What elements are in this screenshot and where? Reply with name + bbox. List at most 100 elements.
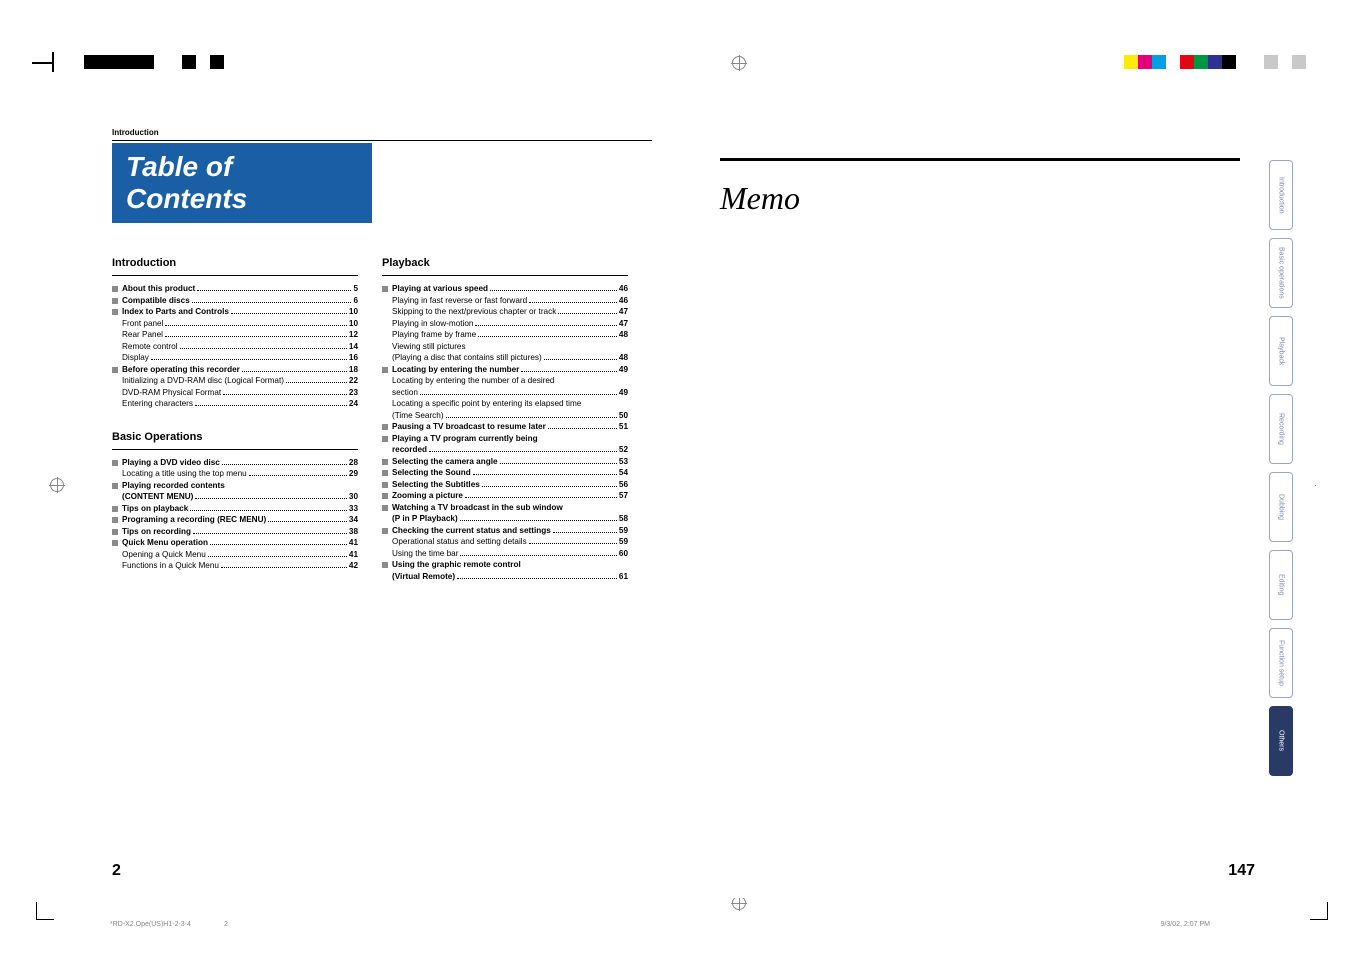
toc-page: 14 [349,342,358,351]
toc-label: Locating by entering the number [392,365,519,374]
toc-page: 5 [353,284,358,293]
toc-label: Playing in slow-motion [392,319,473,328]
toc-label: Locating by entering the number of a des… [392,376,555,385]
toc-line: Playing a TV program currently being [382,434,628,443]
toc-label: Playing a DVD video disc [122,458,220,467]
registration-mark [50,478,64,492]
toc-label: Playing frame by frame [392,330,476,339]
toc-line: DVD-RAM Physical Format 23 [112,388,358,397]
toc-label: Remote control [122,342,178,351]
divider [112,449,358,450]
side-tab: Basic operations [1269,238,1293,308]
toc-list: About this product5Compatible discs6Inde… [112,284,358,408]
toc-label: Locating a specific point by entering it… [392,399,581,408]
footer-page: 2 [224,921,228,928]
side-tab-label: Introduction [1278,177,1285,214]
bullet-icon [112,517,118,523]
toc-label: Pausing a TV broadcast to resume later [392,422,546,431]
toc-line: (CONTENT MENU)30 [112,492,358,501]
toc-line: section49 [382,388,628,397]
toc-line: Entering characters24 [112,399,358,408]
side-tab-label: Dubbing [1278,494,1285,520]
toc-line: Remote control 14 [112,342,358,351]
footer-file-info: *RD-X2.Ope(US)H1-2-3-4 2 [110,921,228,928]
bullet-icon [112,529,118,535]
side-tab-label: Playback [1278,337,1285,365]
toc-line: Rear Panel12 [112,330,358,339]
toc-label: Functions in a Quick Menu [122,561,219,570]
toc-line: (Time Search)50 [382,411,628,420]
toc-page: 22 [349,376,358,385]
toc-label: Selecting the Sound [392,468,471,477]
toc-label: Zooming a picture [392,491,463,500]
toc-page: 57 [619,491,628,500]
toc-line: (Playing a disc that contains still pict… [382,353,628,362]
toc-label: Playing a TV program currently being [392,434,538,443]
side-tab-label: Function setup [1278,640,1285,686]
toc-label: DVD-RAM Physical Format [122,388,221,397]
bullet-icon [382,493,388,499]
toc-page: 41 [349,538,358,547]
toc-page: 23 [349,388,358,397]
toc-label: Quick Menu operation [122,538,208,547]
toc-label: Tips on recording [122,527,191,536]
toc-line: Selecting the camera angle 53 [382,457,628,466]
side-tab-label: Others [1278,730,1285,751]
toc-page: 46 [619,296,628,305]
toc-line: Skipping to the next/previous chapter or… [382,307,628,316]
page-right: Memo IntroductionBasic operationsPlaybac… [720,88,1315,898]
toc-line: Viewing still pictures [382,342,628,351]
toc-label: Checking the current status and settings [392,526,551,535]
bullet-icon [382,367,388,373]
toc-line: Playing in slow-motion 47 [382,319,628,328]
toc-line: Locating by entering the number49 [382,365,628,374]
toc-line: Front panel10 [112,319,358,328]
bullet-icon [112,286,118,292]
side-tab: Others [1269,706,1293,776]
toc-label: (P in P Playback) [392,514,458,523]
toc-label: Skipping to the next/previous chapter or… [392,307,556,316]
bullet-icon [112,506,118,512]
toc-label: recorded [392,445,427,454]
toc-line: Before operating this recorder18 [112,365,358,374]
crop-mark [36,900,56,920]
toc-list: Playing a DVD video disc28Locating a tit… [112,458,358,571]
toc-page: 56 [619,480,628,489]
toc-label: Playing in fast reverse or fast forward [392,296,527,305]
toc-line: Initializing a DVD-RAM disc (Logical For… [112,376,358,385]
toc-line: Locating by entering the number of a des… [382,376,628,385]
toc-page: 61 [619,572,628,581]
toc-page: 38 [349,527,358,536]
toc-heading: Introduction [112,257,358,269]
toc-page: 34 [349,515,358,524]
toc-line: Operational status and setting details59 [382,537,628,546]
toc-page: 53 [619,457,628,466]
toc-label: Selecting the camera angle [392,457,498,466]
bullet-icon [382,562,388,568]
toc-page: 47 [619,319,628,328]
bullet-icon [112,460,118,466]
toc-columns: Introduction About this product5Compatib… [112,257,680,583]
side-tab: Playback [1269,316,1293,386]
bullet-icon [382,528,388,534]
toc-line: Quick Menu operation 41 [112,538,358,547]
toc-line: Playing frame by frame48 [382,330,628,339]
toc-page: 6 [353,296,358,305]
side-tab: Editing [1269,550,1293,620]
toc-page: 54 [619,468,628,477]
toc-page: 47 [619,307,628,316]
divider [720,158,1240,161]
toc-line: Pausing a TV broadcast to resume later51 [382,422,628,431]
toc-page: 42 [349,561,358,570]
toc-list: Playing at various speed46Playing in fas… [382,284,628,581]
toc-line: Compatible discs6 [112,296,358,305]
toc-line: Index to Parts and Controls10 [112,307,358,316]
toc-label: Index to Parts and Controls [122,307,229,316]
toc-line: Programing a recording (REC MENU)34 [112,515,358,524]
toc-label: Operational status and setting details [392,537,527,546]
toc-line: Using the time bar60 [382,549,628,558]
bullet-icon [382,424,388,430]
toc-line: Functions in a Quick Menu 42 [112,561,358,570]
toc-page: 48 [619,353,628,362]
toc-page: 46 [619,284,628,293]
